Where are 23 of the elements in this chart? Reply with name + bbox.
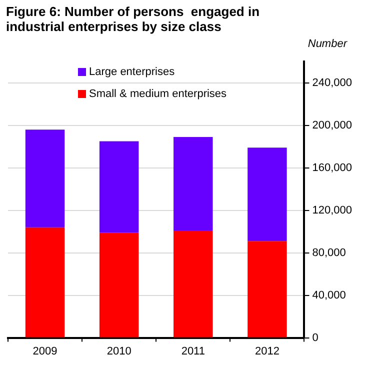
y-tick-label: 80,000	[312, 246, 346, 259]
bar	[25, 130, 65, 228]
bar	[174, 137, 213, 231]
legend-label: Large enterprises	[89, 66, 175, 78]
legend-label: Small & medium enterprises	[89, 88, 227, 100]
bar	[248, 148, 287, 242]
y-tick-label: 40,000	[312, 289, 346, 302]
bar	[248, 241, 287, 338]
x-tick-label: 2010	[106, 345, 132, 358]
bar	[25, 227, 65, 338]
y-tick-label: 0	[312, 332, 318, 344]
y-tick-label: 160,000	[312, 162, 352, 174]
bar	[99, 141, 139, 233]
chart-title: Figure 6: Number of persons engaged in industrial enterprises by size class	[6, 4, 261, 34]
x-tick-label: 2012	[254, 345, 280, 358]
x-tick-label: 2011	[181, 345, 205, 358]
y-tick-label: 120,000	[312, 204, 352, 216]
y-axis-title: Number	[308, 38, 347, 50]
bar	[174, 230, 213, 338]
bar	[99, 232, 139, 338]
x-tick-label: 2009	[32, 345, 58, 358]
y-tick-label: 200,000	[312, 119, 352, 132]
y-tick-label: 240,000	[312, 76, 352, 89]
